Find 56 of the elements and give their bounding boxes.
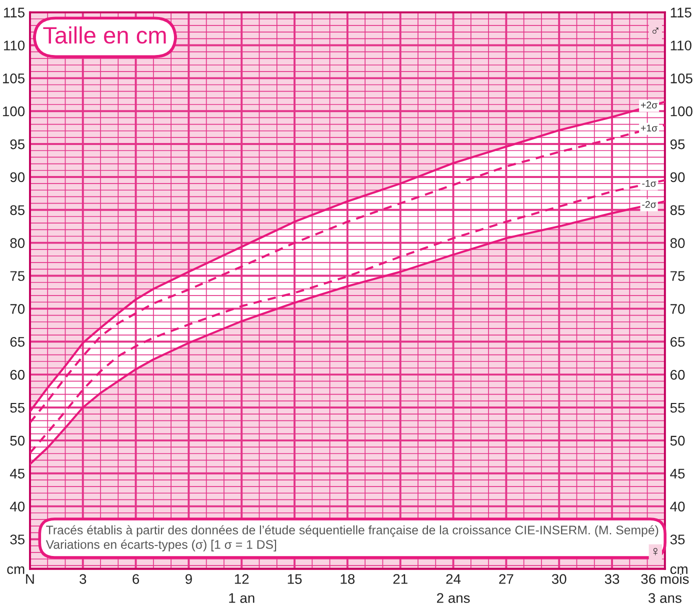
x-tick-label: 15	[288, 574, 302, 584]
y2-tick-label: 55	[670, 402, 685, 413]
annotation: ♀	[653, 548, 658, 556]
y-tick-label: 45	[10, 468, 25, 479]
series-label: +2σ	[640, 102, 658, 108]
x-tick-label: 9	[186, 574, 192, 584]
series-label: -2σ	[642, 201, 656, 208]
x-tick-label: 21	[393, 574, 408, 584]
y2-tick-label: 100	[670, 106, 692, 116]
x-tick-label: 24 2 ans	[436, 574, 470, 603]
y-tick-label: 70	[10, 304, 25, 314]
y2-tick-label: 80	[670, 238, 685, 248]
x-tick-label: 3	[80, 574, 86, 584]
y2-tick-label: 95	[670, 139, 685, 150]
y2-tick-label: 115	[670, 8, 692, 18]
y-tick-label: 105	[3, 74, 25, 84]
y-tick-label: 110	[4, 40, 25, 50]
y2-tick-label: 35	[670, 534, 685, 544]
y-tick-label: 90	[10, 172, 25, 182]
y2-tick-label: 70	[670, 304, 685, 314]
x-tick-label: 36 mois 3 ans	[641, 574, 689, 603]
x-tick-label: N	[26, 574, 34, 584]
y-tick-label: 35	[10, 534, 25, 544]
series-label: +1σ	[640, 124, 658, 132]
y-tick-label: 95	[10, 139, 25, 150]
y2-tick-label: 40	[670, 502, 685, 512]
y-tick-label: 50	[10, 436, 25, 446]
x-tick-label: 12 1 an	[229, 574, 254, 603]
y-tick-label: 65	[10, 336, 25, 347]
annotation: ♂	[652, 28, 658, 34]
y2-tick-label: 45	[670, 468, 685, 479]
y2-tick-label: 110	[670, 40, 692, 50]
x-tick-label: 33	[604, 574, 620, 584]
x-tick-label: 30	[552, 574, 566, 584]
y-tick-label: 100	[3, 106, 25, 116]
y2-tick-label: 105	[670, 74, 692, 84]
chart-title: Taille en cm	[43, 26, 166, 44]
y-tick-label: 55	[10, 402, 25, 413]
y2-tick-label: 60	[670, 370, 685, 380]
y-tick-label: cm	[7, 566, 24, 574]
y-tick-label: 115	[4, 8, 25, 18]
y2-tick-label: cm	[670, 566, 688, 574]
x-tick-label: 27	[499, 574, 514, 584]
y-tick-label: 40	[10, 502, 25, 512]
y2-tick-label: 75	[670, 271, 685, 281]
y2-tick-label: 65	[670, 336, 685, 347]
y2-tick-label: 85	[670, 205, 685, 216]
series-label: -1σ	[642, 180, 656, 187]
y-tick-label: 75	[10, 271, 25, 281]
y2-tick-label: 50	[670, 436, 685, 446]
y2-tick-label: 90	[670, 172, 685, 182]
y-tick-label: 80	[10, 238, 25, 248]
y-tick-label: 85	[10, 205, 25, 216]
x-tick-label: 18	[340, 574, 355, 584]
y-tick-label: 60	[10, 370, 25, 380]
x-tick-label: 6	[132, 574, 140, 584]
